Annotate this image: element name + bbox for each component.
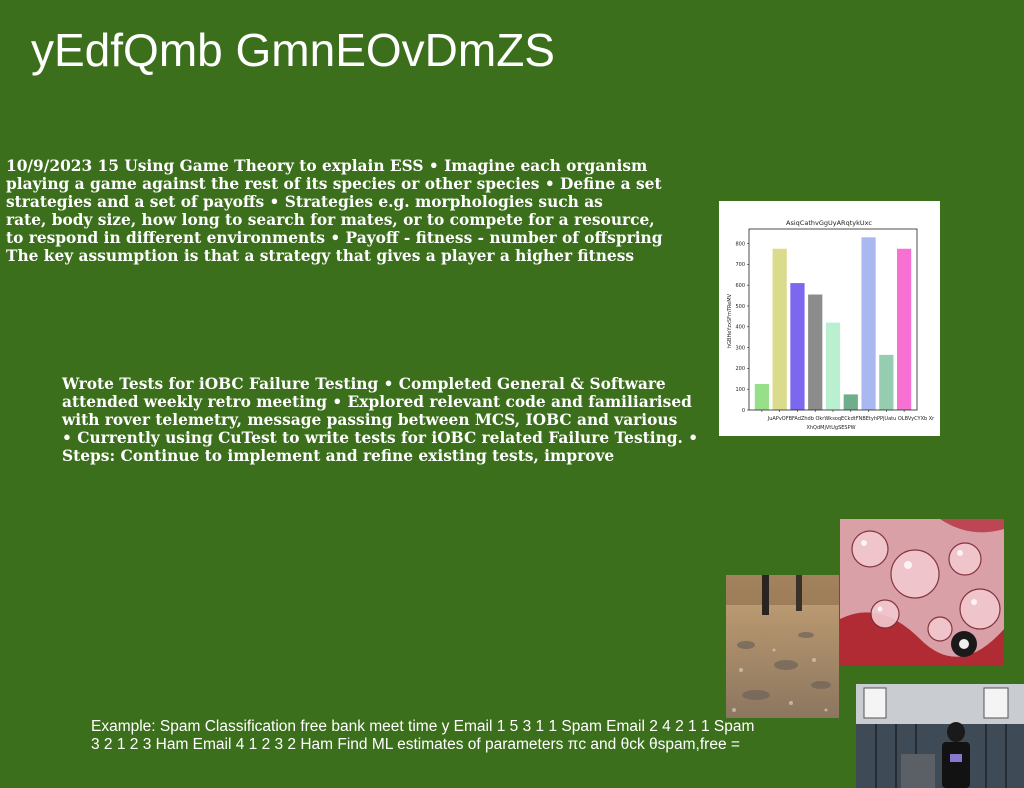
chart-y-tick-label: 0 (742, 408, 745, 414)
spam-line: Example: Spam Classification free bank m… (91, 718, 755, 735)
chart-title: AsiqCathvGgUyARqtykUxc (786, 219, 872, 227)
chart-bar-JuAPvOF (754, 383, 769, 410)
chart-y-tick-label: 300 (735, 345, 745, 351)
chart-y-tick-label: 600 (735, 283, 745, 289)
ess-line: strategies and a set of payoffs • Strate… (6, 193, 603, 211)
spam-line: 3 2 1 2 3 Ham Email 4 1 2 3 2 Ham Find M… (91, 736, 740, 753)
chart-bar-ECkdtFNB (825, 322, 841, 410)
chart-bar-OLBVy (879, 354, 894, 410)
chart-x-tick-labels: JuAPvOFBFAdZhdb OkrWksoqECkdtFNBEtyhPPjU… (767, 416, 935, 422)
iobc-line: attended weekly retro meeting • Explored… (62, 393, 692, 411)
ess-text-block: 10/9/2023 15 Using Game Theory to explai… (6, 157, 718, 265)
ground-photo-image (726, 575, 839, 718)
chart-bar-jUatu (861, 237, 876, 410)
chart-bar-OkrW (790, 283, 805, 410)
bar-chart-svg: AsiqCathvGgUyARqtykUxc hGBHeYzxSFmTReMV … (727, 219, 935, 431)
chart-bar-KEtyhPP (843, 394, 858, 410)
street-photo-image (856, 684, 1024, 788)
bubbles-photo-image (840, 519, 1004, 666)
chart-bar-CYXb Xr (897, 248, 912, 410)
chart-y-tick-label: 200 (735, 366, 745, 372)
ess-line: The key assumption is that a strategy th… (6, 247, 635, 265)
chart-marks: 0 100 200 300 400 500 600 700 800 (735, 237, 912, 414)
ess-line: to respond in different environments • P… (6, 229, 663, 247)
chart-y-axis-label: hGBHeYzxSFmTReMV (727, 293, 733, 348)
street-photo (856, 684, 1024, 788)
chart-y-tick-label: 100 (735, 387, 745, 393)
slide-title: yEdfQmb GmnEOvDmZS (31, 24, 555, 76)
chart-y-tick-label: 500 (735, 304, 745, 310)
bar-chart: AsiqCathvGgUyARqtykUxc hGBHeYzxSFmTReMV … (719, 201, 940, 436)
ess-line: rate, body size, how long to search for … (6, 211, 655, 229)
iobc-text-block: Wrote Tests for iOBC Failure Testing • C… (62, 375, 742, 465)
bubbles-photo (840, 519, 1004, 666)
ess-line: playing a game against the rest of its s… (6, 175, 662, 193)
iobc-line: Wrote Tests for iOBC Failure Testing • C… (62, 375, 666, 393)
iobc-line: with rover telemetry, message passing be… (62, 411, 678, 429)
ess-line: 10/9/2023 15 Using Game Theory to explai… (6, 157, 648, 175)
spam-text-block: Example: Spam Classification free bank m… (91, 718, 791, 754)
chart-y-tick-label: 700 (735, 262, 745, 268)
chart-bar-ksoq (808, 294, 823, 410)
chart-bar-BFAdZhdb (772, 248, 787, 410)
chart-x-axis-label: XhQdMjVtUgSESPW (806, 425, 855, 431)
iobc-line: • Currently using CuTest to write tests … (62, 429, 699, 447)
chart-y-tick-label: 400 (735, 325, 745, 331)
iobc-line: Steps: Continue to implement and refine … (62, 447, 615, 465)
ground-photo (726, 575, 839, 718)
chart-plot-frame (748, 228, 918, 411)
chart-y-tick-label: 800 (735, 241, 745, 247)
